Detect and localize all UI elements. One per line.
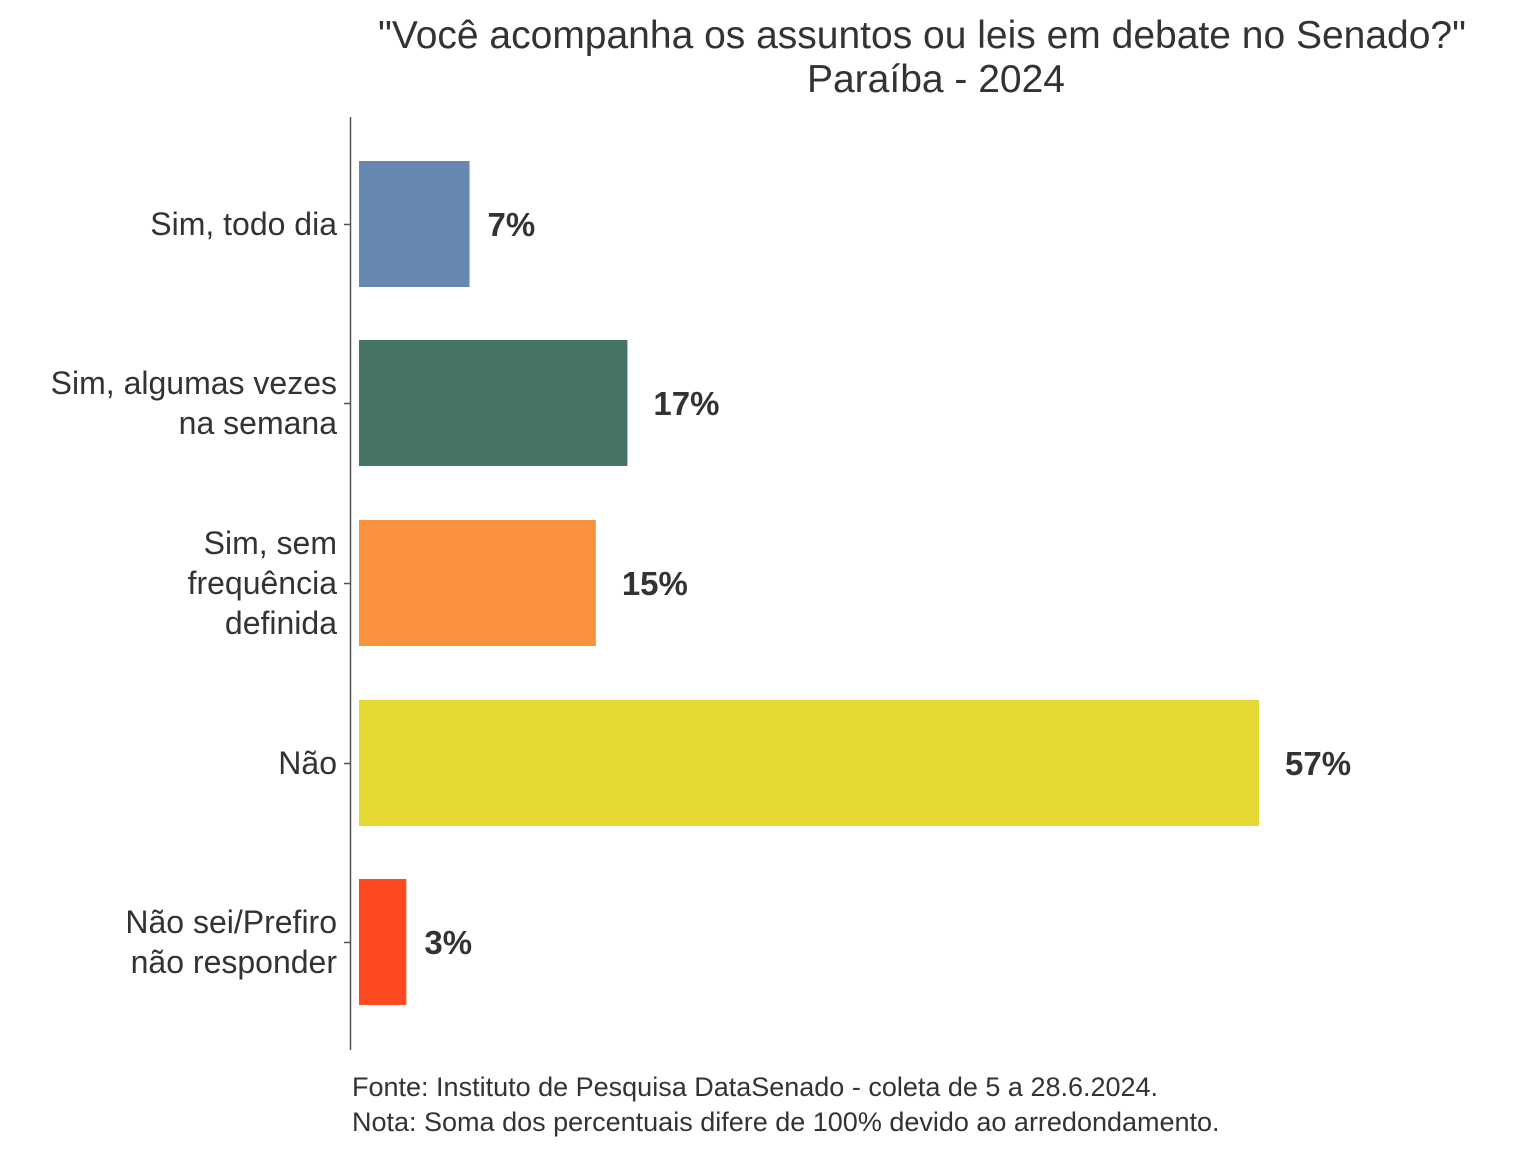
bar (359, 161, 470, 287)
category-label: Sim, algumas vezes na semana (51, 365, 338, 441)
chart-title: "Você acompanha os assuntos ou leis em d… (378, 14, 1466, 57)
bar (359, 879, 407, 1005)
category-label: Não sei/Prefiro não responder (125, 904, 337, 980)
category-label: Sim, sem frequência definida (188, 525, 338, 641)
category-label: Não (278, 745, 337, 781)
note-caption: Nota: Soma dos percentuais difere de 100… (352, 1107, 1220, 1137)
chart-subtitle: Paraíba - 2024 (807, 58, 1065, 101)
value-label: 17% (653, 385, 719, 422)
bars: Sim, todo dia 7% Sim, algumas vezes na sema… (51, 161, 1351, 1005)
value-label: 15% (622, 565, 688, 602)
source-caption: Fonte: Instituto de Pesquisa DataSenado … (352, 1072, 1158, 1102)
value-label: 57% (1285, 745, 1351, 782)
value-label: 3% (424, 924, 472, 961)
value-label: 7% (488, 206, 536, 243)
bar (359, 700, 1259, 826)
category-label: Sim, todo dia (150, 206, 337, 242)
bar (359, 520, 596, 646)
bar (359, 340, 628, 466)
